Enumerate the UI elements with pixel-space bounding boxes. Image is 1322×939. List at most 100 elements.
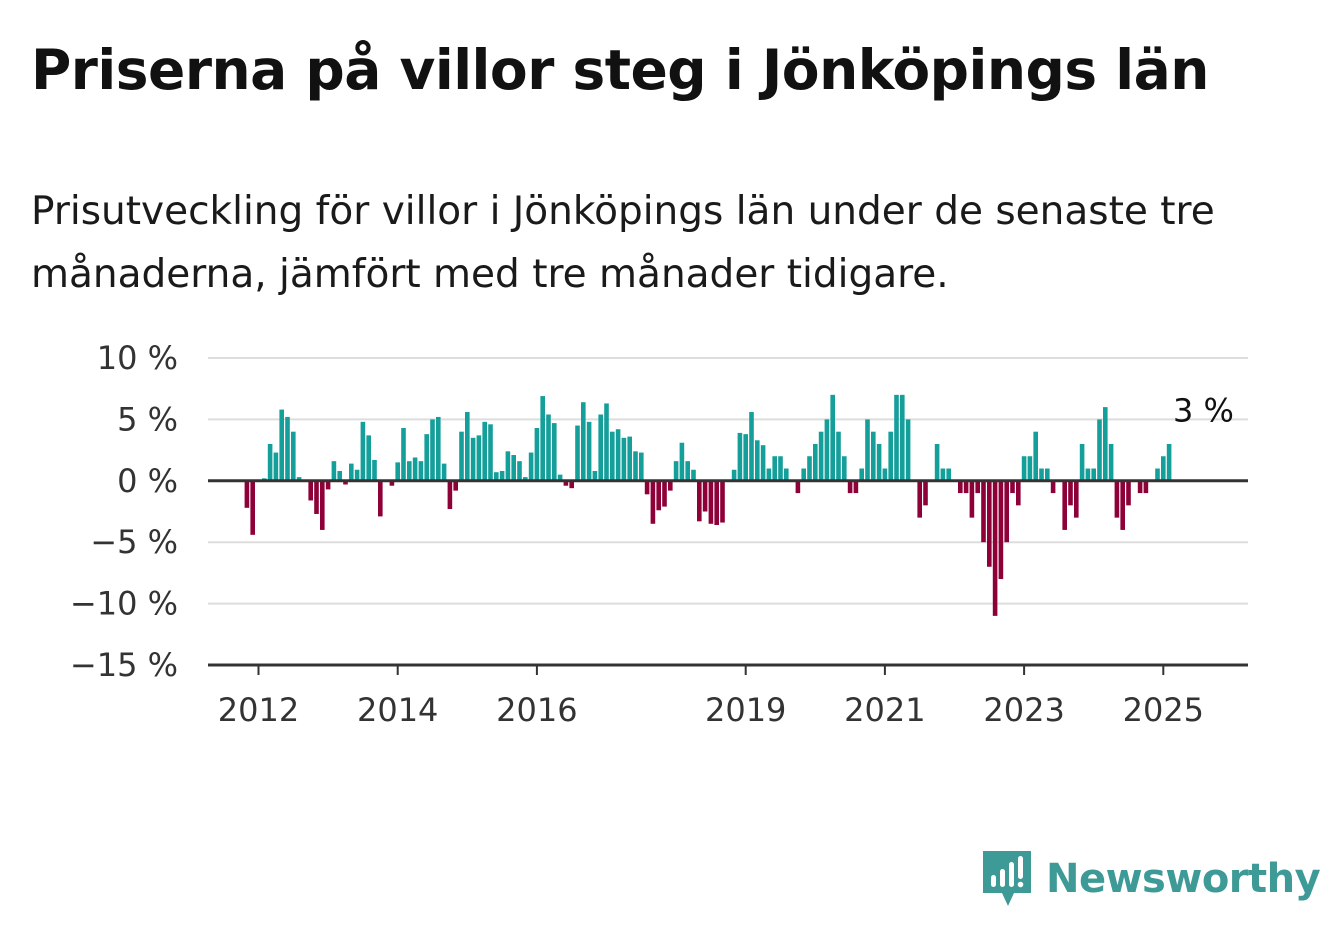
bar — [627, 436, 632, 481]
bar — [917, 480, 922, 518]
bar — [784, 468, 789, 481]
bar — [824, 419, 830, 481]
bar — [882, 468, 888, 481]
bar — [1010, 480, 1015, 494]
bar — [331, 461, 337, 481]
bar — [441, 463, 447, 481]
bar — [349, 463, 354, 481]
bar — [1004, 480, 1009, 543]
bar — [656, 480, 661, 511]
bar — [360, 421, 366, 481]
grid-lines — [208, 357, 1248, 605]
bar — [969, 480, 975, 518]
bar-chart-speech-bubble-icon — [983, 851, 1031, 906]
newsworthy-logo: Newsworthy — [980, 848, 1321, 910]
bar — [418, 461, 424, 481]
bar — [354, 469, 360, 481]
bar — [407, 461, 412, 481]
bar — [291, 431, 296, 481]
bar — [801, 468, 806, 481]
bar — [888, 431, 893, 481]
bar — [679, 442, 685, 481]
bar — [395, 462, 400, 481]
y-tick-label: 0 % — [117, 462, 178, 500]
bar — [871, 431, 876, 481]
y-tick-label: −10 % — [70, 585, 178, 623]
bar — [894, 394, 899, 481]
bar — [557, 474, 563, 481]
bar — [447, 480, 453, 510]
bar — [1033, 431, 1038, 481]
bar — [714, 480, 719, 526]
bar — [412, 457, 418, 481]
bar — [749, 412, 754, 481]
bar — [847, 480, 853, 494]
bar — [940, 468, 946, 481]
bar — [650, 480, 656, 524]
bar — [1091, 468, 1096, 481]
bar — [842, 456, 847, 481]
bar — [934, 443, 940, 481]
bar — [865, 419, 870, 481]
bar — [453, 480, 458, 491]
latest-value-label: 3 % — [1173, 391, 1234, 429]
bar — [813, 443, 818, 481]
bar — [818, 431, 824, 481]
x-tick-label: 2019 — [705, 691, 786, 729]
y-tick-label: −5 % — [90, 523, 178, 561]
bar — [958, 480, 963, 494]
bar — [720, 480, 725, 523]
x-tick-label: 2025 — [1123, 691, 1204, 729]
bar — [731, 469, 737, 481]
bar — [615, 429, 621, 481]
bar — [830, 394, 835, 481]
bar — [552, 423, 557, 481]
bar — [1103, 407, 1108, 481]
bar — [511, 455, 516, 481]
bar — [981, 480, 986, 543]
bar — [482, 421, 487, 481]
bar — [488, 424, 493, 481]
bar — [494, 472, 499, 481]
bar — [760, 445, 766, 481]
bar — [1161, 456, 1166, 481]
bar — [267, 443, 273, 481]
x-tick-label: 2016 — [496, 691, 577, 729]
bars — [244, 394, 1172, 616]
bar — [325, 480, 331, 490]
bar — [476, 435, 482, 481]
bar — [1039, 468, 1044, 481]
bar — [772, 456, 777, 481]
bar — [604, 403, 609, 481]
bar — [517, 461, 522, 481]
bar — [250, 480, 255, 535]
bar — [1120, 480, 1125, 530]
bar — [1068, 480, 1073, 506]
bar — [1062, 480, 1067, 530]
x-tick-label: 2012 — [218, 691, 299, 729]
bar-chart: 10 %5 %0 %−5 %−10 %−15 % 2012 2014 2016 201… — [70, 339, 1248, 729]
bar — [389, 480, 395, 486]
bar — [337, 470, 342, 481]
bar — [320, 480, 325, 530]
x-tick-label: 2023 — [983, 691, 1064, 729]
bar — [598, 414, 603, 481]
bar — [1016, 480, 1021, 506]
x-tick-label: 2021 — [844, 691, 925, 729]
x-axis-tick-labels: 2012 2014 2016 2019 2021 2023 2025 — [218, 665, 1204, 729]
y-tick-label: 5 % — [117, 400, 178, 438]
bar — [697, 480, 702, 522]
bar — [998, 480, 1004, 580]
bar — [1021, 456, 1027, 481]
bar — [314, 480, 319, 514]
bar — [853, 480, 859, 494]
y-tick-label: −15 % — [70, 646, 178, 684]
bar — [285, 416, 290, 481]
bar — [1143, 480, 1149, 494]
bar — [795, 480, 801, 494]
bar — [424, 434, 429, 481]
bar — [1137, 480, 1143, 494]
bar — [459, 431, 464, 481]
bar — [523, 477, 528, 481]
bar — [505, 451, 511, 481]
